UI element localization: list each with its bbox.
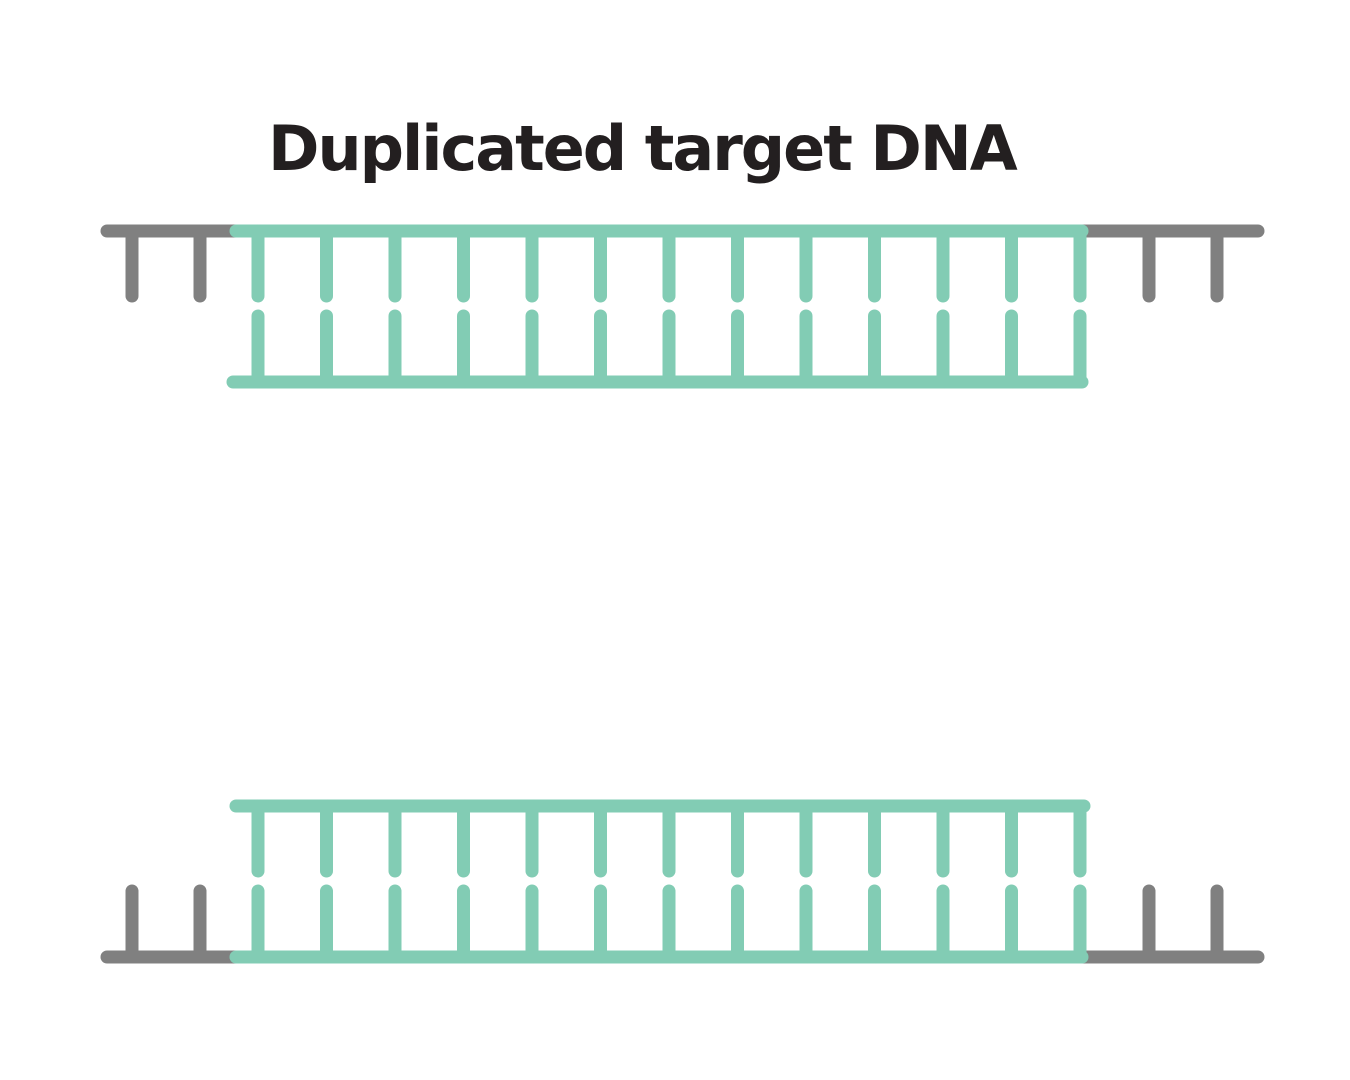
diagram-title: Duplicated target DNA bbox=[268, 112, 1018, 185]
bottom-molecule bbox=[100, 799, 1265, 964]
top-molecule bbox=[100, 224, 1265, 389]
